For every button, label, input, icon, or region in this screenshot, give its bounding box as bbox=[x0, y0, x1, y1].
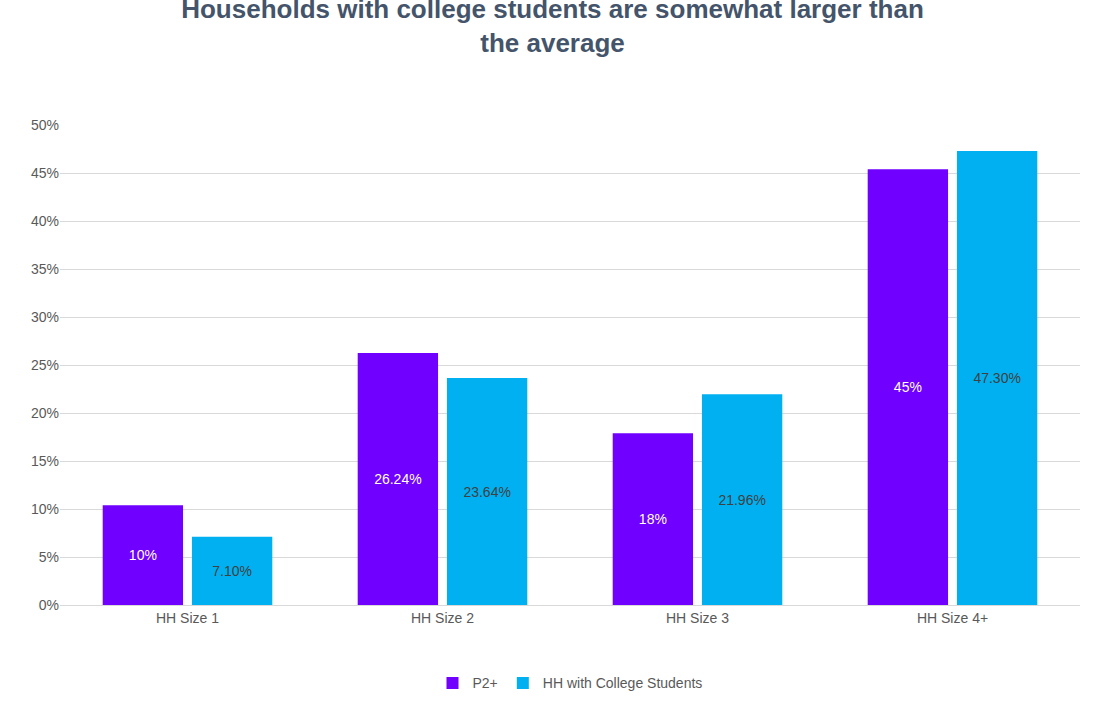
svg-text:40%: 40% bbox=[31, 213, 59, 229]
svg-text:HH Size 4+: HH Size 4+ bbox=[917, 610, 988, 626]
svg-text:HH Size 3: HH Size 3 bbox=[666, 610, 729, 626]
svg-text:Households with college studen: Households with college students are som… bbox=[181, 0, 924, 58]
svg-text:0%: 0% bbox=[39, 597, 59, 613]
svg-text:47.30%: 47.30% bbox=[973, 370, 1020, 386]
svg-text:5%: 5% bbox=[39, 549, 59, 565]
svg-text:HH Size 1: HH Size 1 bbox=[156, 610, 219, 626]
svg-text:21.96%: 21.96% bbox=[718, 492, 765, 508]
svg-text:7.10%: 7.10% bbox=[212, 563, 252, 579]
svg-text:25%: 25% bbox=[31, 357, 59, 373]
svg-text:15%: 15% bbox=[31, 453, 59, 469]
svg-text:10%: 10% bbox=[129, 547, 157, 563]
svg-text:18%: 18% bbox=[639, 511, 667, 527]
svg-text:HH with College Students: HH with College Students bbox=[543, 675, 703, 691]
svg-text:30%: 30% bbox=[31, 309, 59, 325]
svg-text:45%: 45% bbox=[894, 379, 922, 395]
svg-text:23.64%: 23.64% bbox=[463, 484, 510, 500]
svg-text:HH Size 2: HH Size 2 bbox=[411, 610, 474, 626]
svg-text:50%: 50% bbox=[31, 117, 59, 133]
svg-text:45%: 45% bbox=[31, 165, 59, 181]
svg-text:20%: 20% bbox=[31, 405, 59, 421]
svg-text:35%: 35% bbox=[31, 261, 59, 277]
svg-text:10%: 10% bbox=[31, 501, 59, 517]
svg-text:P2+: P2+ bbox=[473, 675, 498, 691]
svg-text:26.24%: 26.24% bbox=[374, 471, 421, 487]
